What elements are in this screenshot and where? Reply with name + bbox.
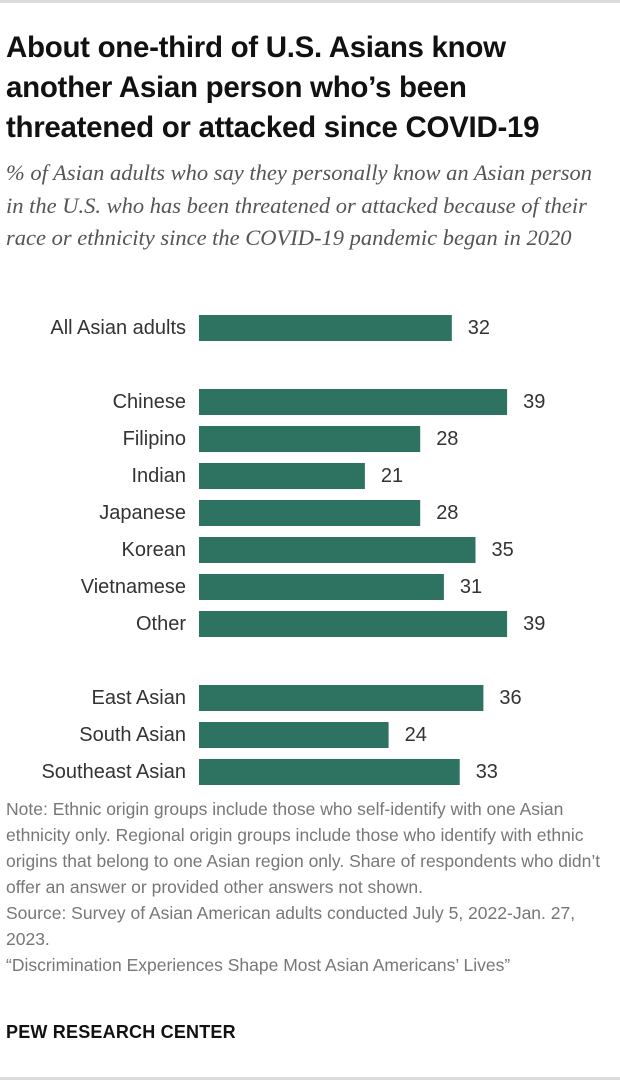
chart-title: About one-third of U.S. Asians know anot…: [6, 31, 540, 144]
category-label-other: Other: [136, 613, 186, 635]
value-label-filipino: 28: [436, 428, 458, 450]
bar-vietnamese: [199, 574, 444, 600]
category-label-all-asian-adults: All Asian adults: [50, 317, 186, 339]
bar-indian: [199, 463, 365, 489]
category-label-southeast-asian: Southeast Asian: [41, 761, 186, 783]
bar-east-asian: [199, 685, 484, 711]
top-rule: [0, 0, 620, 3]
value-label-southeast-asian: 33: [476, 761, 498, 783]
bar-southeast-asian: [199, 759, 460, 785]
value-label-vietnamese: 31: [460, 576, 482, 598]
category-label-indian: Indian: [132, 465, 187, 487]
category-label-east-asian: East Asian: [91, 687, 186, 709]
category-label-chinese: Chinese: [113, 391, 186, 413]
bar-japanese: [199, 500, 421, 526]
value-label-chinese: 39: [523, 391, 545, 413]
value-label-south-asian: 24: [405, 724, 427, 746]
bar-other: [199, 611, 508, 637]
category-label-south-asian: South Asian: [79, 724, 186, 746]
bar-korean: [199, 537, 476, 563]
bar-chart: All Asian adults 32 Chinese 39 Filipino 28 Ind…: [41, 315, 545, 785]
value-label-korean: 35: [492, 539, 514, 561]
source-text: Source: Survey of Asian American adults …: [6, 903, 576, 949]
report-title: “Discrimination Experiences Shape Most A…: [6, 955, 511, 975]
category-label-filipino: Filipino: [123, 428, 186, 450]
bar-all-asian-adults: [199, 315, 452, 341]
bar-filipino: [199, 426, 421, 452]
bottom-rule: [0, 1077, 620, 1080]
organization-name: PEW RESEARCH CENTER: [6, 1022, 236, 1042]
value-label-other: 39: [523, 613, 545, 635]
value-label-all-asian-adults: 32: [468, 317, 490, 339]
category-label-vietnamese: Vietnamese: [81, 576, 186, 598]
value-label-japanese: 28: [436, 502, 458, 524]
notes: Note: Ethnic origin groups include those…: [6, 796, 616, 978]
bar-south-asian: [199, 722, 389, 748]
category-label-korean: Korean: [122, 539, 187, 561]
value-label-east-asian: 36: [499, 687, 521, 709]
value-label-indian: 21: [381, 465, 403, 487]
bar-chinese: [199, 389, 508, 415]
chart-subtitle: % of Asian adults who say they personall…: [6, 160, 593, 250]
category-label-japanese: Japanese: [99, 502, 186, 524]
note-text: Note: Ethnic origin groups include those…: [6, 799, 601, 897]
